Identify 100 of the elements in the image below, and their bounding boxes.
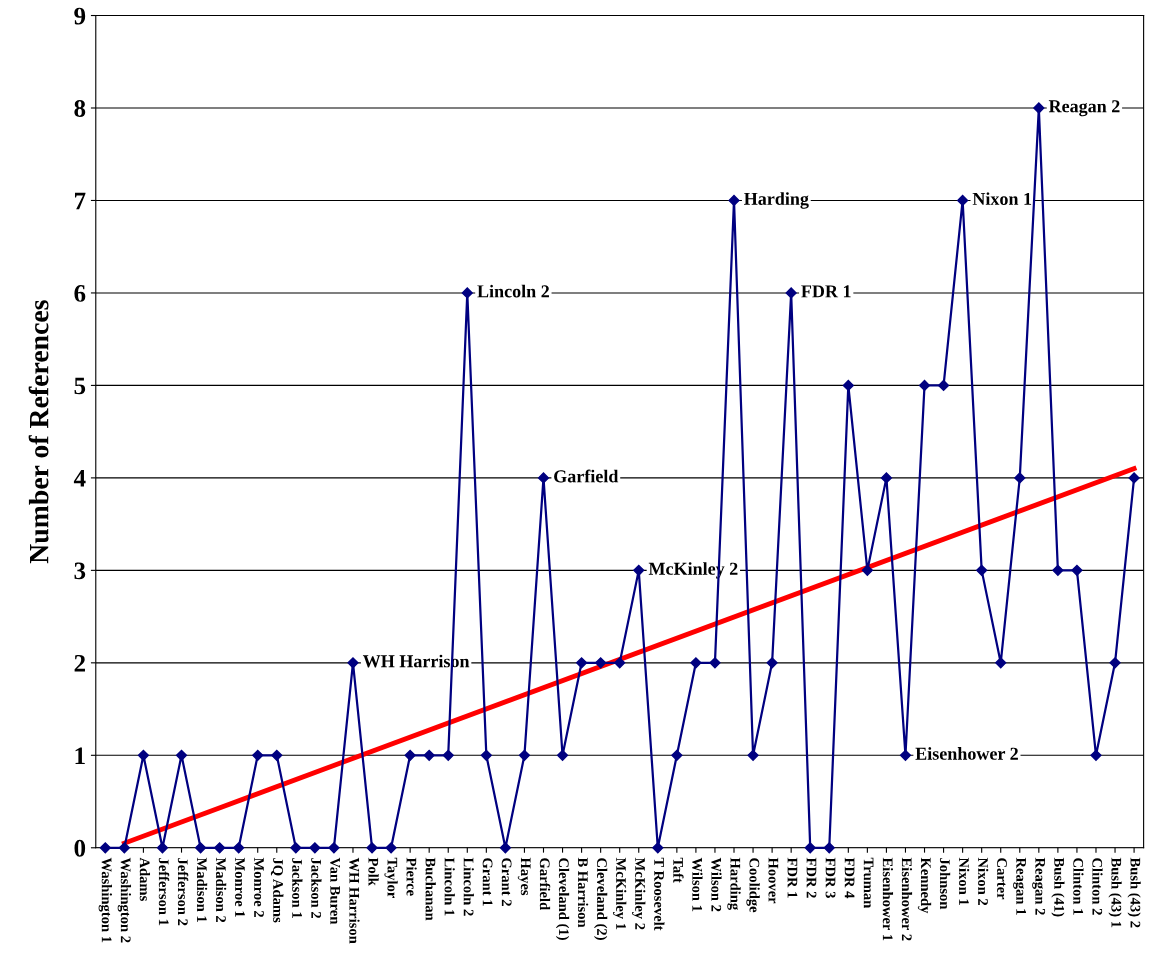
point <box>366 842 378 854</box>
point <box>1071 564 1083 576</box>
point <box>480 749 492 761</box>
x-tick-label: Eisenhower 2 <box>901 857 913 941</box>
point <box>175 749 188 761</box>
x-tick-label: Clinton 1 <box>1073 858 1084 915</box>
annotation: Lincoln 2 <box>477 284 549 298</box>
x-tick-label: Clinton 2 <box>1092 858 1103 915</box>
point <box>918 379 931 392</box>
y-tick-label: 7 <box>74 192 86 210</box>
annotation: Reagan 2 <box>1048 100 1120 117</box>
point <box>518 749 531 761</box>
point <box>937 379 950 392</box>
point <box>290 842 302 854</box>
point <box>652 842 664 854</box>
x-tick-label: Johnson <box>939 858 951 910</box>
point <box>899 749 912 761</box>
point <box>1052 564 1064 576</box>
point <box>976 564 988 576</box>
point <box>671 749 683 761</box>
y-tick-label: 0 <box>74 839 86 857</box>
x-tick-label: JQ Adams <box>270 858 284 923</box>
annotation: Garfield <box>554 469 619 483</box>
x-tick-label: WH Harrison <box>349 857 360 944</box>
x-tick-label: Jackson 1 <box>292 858 303 918</box>
point <box>823 842 835 854</box>
x-tick-label: Taft <box>673 857 684 883</box>
point <box>595 657 607 669</box>
point <box>233 842 245 854</box>
x-tick-label: Buchanan <box>425 857 436 921</box>
point <box>461 287 473 299</box>
x-tick-label: Jackson 2 <box>311 858 322 919</box>
y-tick-label: 8 <box>74 100 86 117</box>
x-tick-label: Reagan 1 <box>1013 857 1027 915</box>
x-tick-label: Carter <box>997 858 1007 900</box>
x-tick-label: Taylor <box>384 857 398 898</box>
point <box>442 749 454 761</box>
x-tick-label: Wilson 2 <box>711 857 722 912</box>
x-tick-label: Nixon 2 <box>978 857 989 906</box>
point <box>804 842 816 854</box>
point <box>785 287 797 299</box>
point <box>328 842 340 854</box>
point <box>709 657 721 669</box>
point <box>690 657 702 669</box>
point <box>556 749 569 761</box>
y-tick-label: 2 <box>74 654 85 672</box>
annotation: Eisenhower 2 <box>915 747 1018 760</box>
x-tick-label: Jefferson 2 <box>177 858 189 926</box>
point <box>728 194 740 207</box>
point <box>347 657 359 669</box>
annotation: Nixon 1 <box>972 192 1032 205</box>
y-tick-label: 3 <box>74 562 86 580</box>
x-tick-label: Lincoln 2 <box>463 857 474 916</box>
x-tick-label: McKinley 1 <box>613 857 627 930</box>
point <box>766 657 778 669</box>
point <box>880 472 893 484</box>
point <box>214 842 226 854</box>
x-tick-label: McKinley 2 <box>632 857 646 930</box>
point <box>1109 657 1121 669</box>
x-tick-label: Monroe 2 <box>254 857 264 917</box>
x-tick-label: Reagan 2 <box>1032 857 1046 915</box>
x-tick-label: Grant 1 <box>482 858 493 906</box>
point <box>499 842 511 854</box>
point <box>271 749 283 761</box>
x-tick-label: FDR 3 <box>825 857 836 898</box>
y-tick-label: 5 <box>74 377 86 395</box>
x-tick-label: Harding <box>727 857 741 911</box>
x-tick-label: FDR 2 <box>806 857 817 898</box>
point <box>404 749 416 761</box>
x-tick-label: Nixon 1 <box>958 857 970 905</box>
x-tick-label: Lincoln 1 <box>444 857 455 916</box>
x-tick-label: Madison 2 <box>215 857 227 923</box>
x-tick-label: Jefferson 1 <box>158 858 170 926</box>
x-tick-label: FDR 4 <box>844 857 855 899</box>
point <box>309 842 321 854</box>
annotation: Harding <box>744 192 809 209</box>
point <box>252 749 264 761</box>
x-tick-label: Bush (43) 1 <box>1108 857 1122 928</box>
x-tick-label: Truman <box>863 857 874 909</box>
x-tick-label: Hayes <box>517 857 531 896</box>
point <box>1090 749 1102 761</box>
point <box>423 749 435 761</box>
x-tick-label: Garfield <box>539 858 551 910</box>
point <box>614 657 626 669</box>
point <box>1014 472 1026 484</box>
point <box>1128 472 1140 484</box>
y-axis-title: Number of References <box>28 300 49 564</box>
x-tick-label: Wilson 1 <box>692 857 703 912</box>
x-tick-label: Grant 2 <box>501 858 512 906</box>
point <box>575 657 588 669</box>
x-tick-label: Hoover <box>768 857 779 904</box>
x-tick-label: Pierce <box>406 857 417 896</box>
point <box>156 842 169 854</box>
x-tick-label: Madison 1 <box>196 857 208 922</box>
x-tick-label: Bush (43) 2 <box>1127 857 1141 928</box>
point <box>995 657 1007 669</box>
x-tick-label: Cleveland (1) <box>555 858 570 940</box>
y-tick-label: 9 <box>74 7 86 25</box>
x-tick-label: Coolidge <box>746 858 760 913</box>
x-tick-label: B Harrison <box>577 857 589 928</box>
